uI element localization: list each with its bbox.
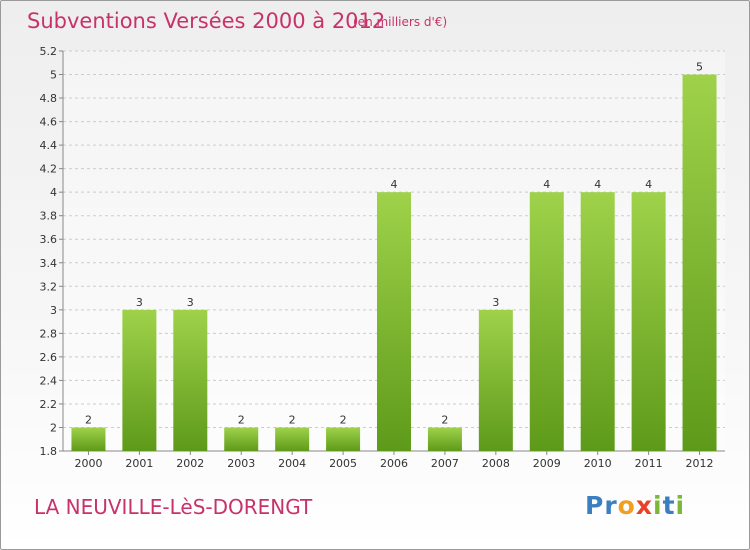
bar-2009 [529,192,564,452]
bar-2004 [275,427,310,451]
value-label: 2 [85,413,92,426]
x-tick-label: 2002 [176,457,204,470]
bar-2003 [224,427,259,451]
value-label: 4 [391,178,398,191]
x-tick-label: 2012 [686,457,714,470]
x-tick-label: 2001 [125,457,153,470]
x-tick-label: 2006 [380,457,408,470]
value-label: 3 [492,296,499,309]
x-tick-label: 2008 [482,457,510,470]
chart-title: Subventions Versées 2000 à 2012 [27,9,386,33]
x-tick-label: 2000 [74,457,102,470]
value-label: 2 [441,413,448,426]
y-tick-label: 1.8 [40,445,58,458]
y-tick-label: 4.6 [40,116,58,129]
value-label: 3 [136,296,143,309]
y-tick-label: 4.4 [40,139,58,152]
logo-letter: i [675,491,686,520]
x-tick-label: 2010 [584,457,612,470]
bar-2010 [580,192,615,452]
y-tick-label: 4.2 [40,163,58,176]
bar-2001 [122,309,157,451]
y-tick-label: 2.2 [40,398,58,411]
value-label: 5 [696,61,703,74]
value-label: 4 [594,178,601,191]
logo-letter: P [585,491,605,520]
y-tick-label: 3.8 [40,210,58,223]
y-tick-label: 3.2 [40,280,58,293]
y-tick-label: 5 [50,69,57,82]
x-tick-label: 2005 [329,457,357,470]
bar-2011 [631,192,666,452]
value-label: 2 [238,413,245,426]
y-tick-label: 2.4 [40,374,58,387]
value-label: 4 [645,178,652,191]
bar-2007 [427,427,462,451]
value-label: 2 [289,413,296,426]
bar-2006 [377,192,411,452]
x-tick-label: 2009 [533,457,561,470]
logo-letter: r [604,491,618,520]
y-tick-label: 2 [50,421,57,434]
bar-2005 [326,427,361,451]
bar-2000 [71,427,106,451]
y-tick-label: 4 [50,186,57,199]
y-tick-label: 2.6 [40,351,58,364]
x-tick-label: 2004 [278,457,306,470]
y-tick-label: 5.2 [40,45,58,58]
logo-letter: t [662,491,676,520]
proxiti-logo: Proxiti [585,491,685,520]
y-tick-label: 3 [50,304,57,317]
value-label: 4 [543,178,550,191]
logo-letter: i [653,491,663,520]
x-tick-label: 2011 [635,457,663,470]
y-tick-label: 4.8 [40,92,58,105]
value-label: 3 [187,296,194,309]
chart-subtitle: (en milliers d'€) [353,15,448,29]
logo-letter: x [635,491,653,520]
y-tick-label: 3.6 [40,233,58,246]
x-tick-label: 2007 [431,457,459,470]
value-label: 2 [340,413,347,426]
bar-2008 [478,309,513,451]
y-tick-label: 3.4 [40,257,58,270]
y-tick-label: 2.8 [40,327,58,340]
x-tick-label: 2003 [227,457,255,470]
commune-name: LA NEUVILLE-LèS-DORENGT [34,495,313,519]
logo-letter: o [617,491,636,520]
bar-2012 [682,74,717,451]
bar-2002 [173,309,208,451]
